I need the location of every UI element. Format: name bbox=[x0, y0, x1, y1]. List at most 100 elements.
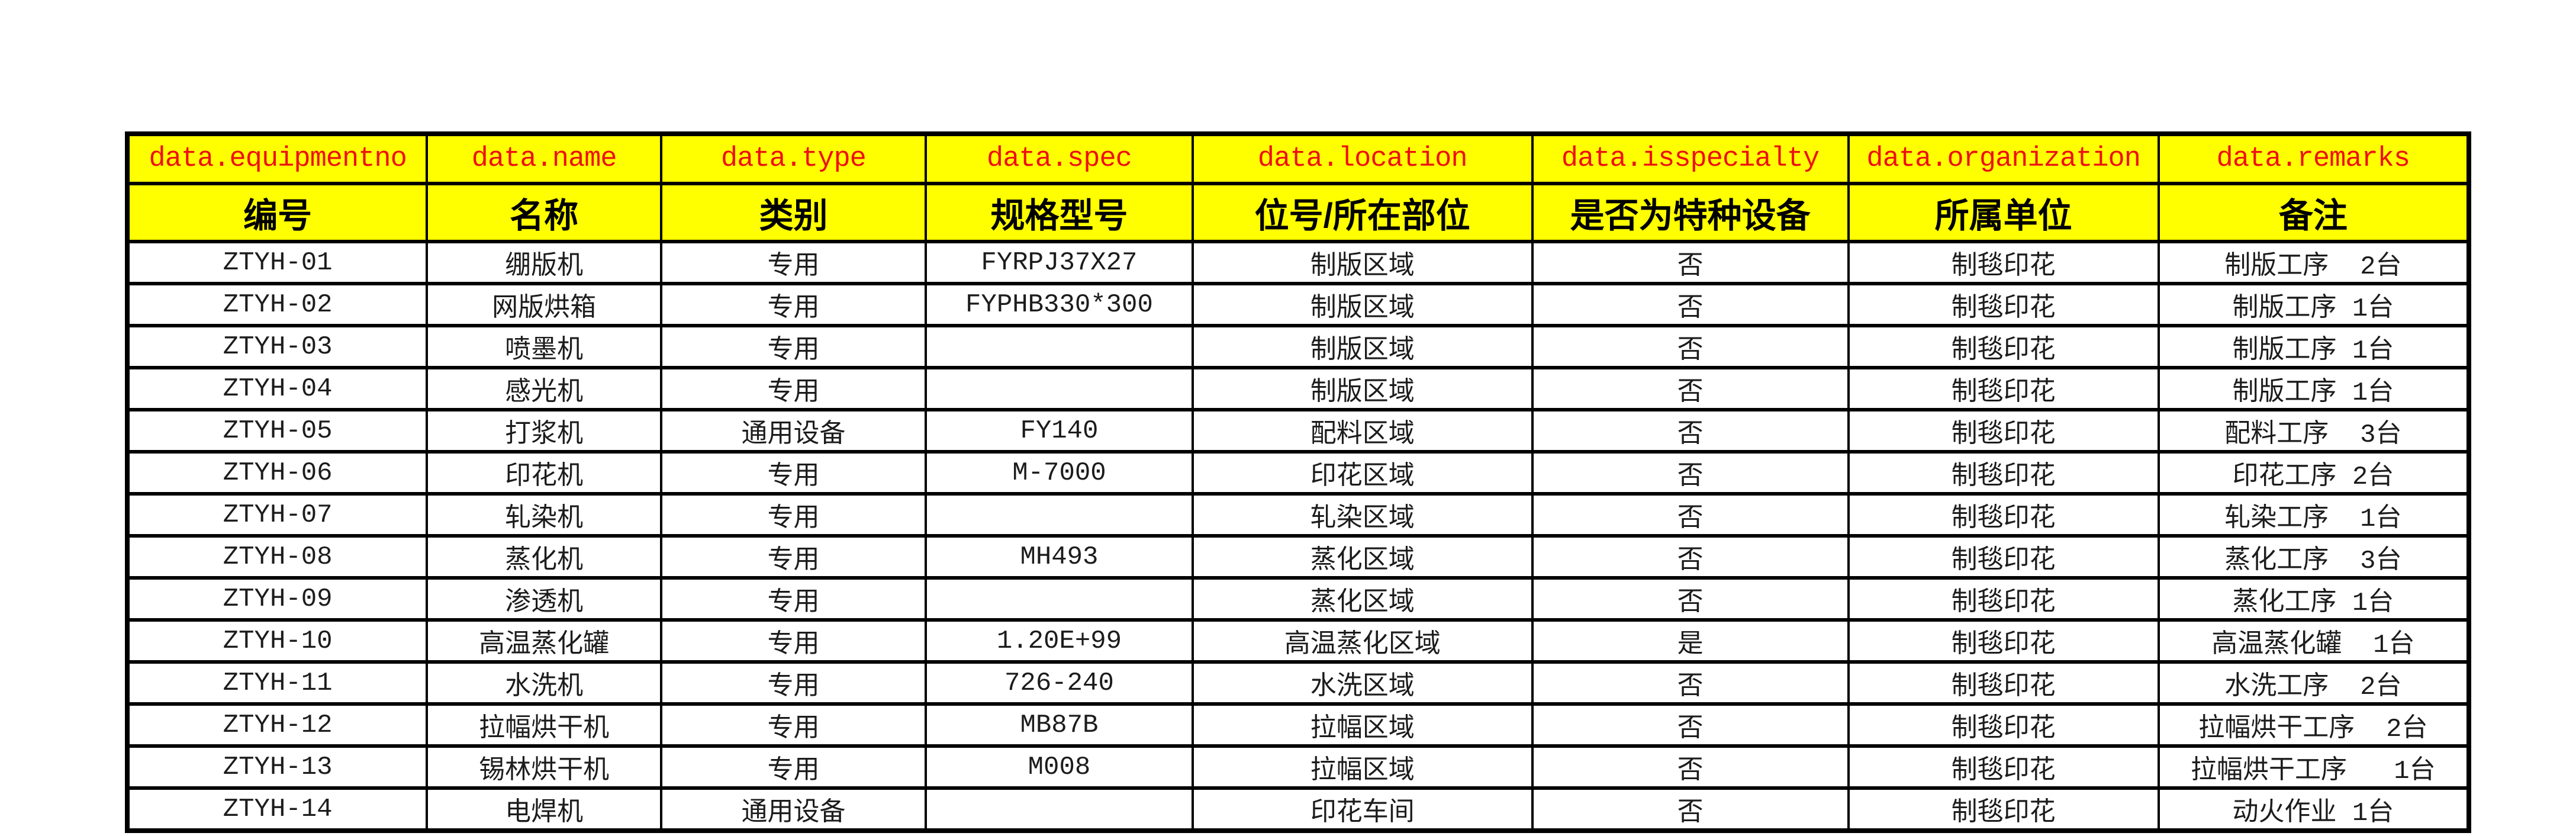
header-key-spec[interactable]: data.spec bbox=[924, 132, 1194, 185]
cell-organization[interactable]: 制毯印花 bbox=[1847, 324, 2160, 369]
cell-type[interactable]: 专用 bbox=[659, 324, 927, 369]
header-label-type[interactable]: 类别 bbox=[659, 182, 927, 243]
cell-type[interactable]: 专用 bbox=[659, 450, 927, 496]
cell-isspecialty[interactable]: 否 bbox=[1531, 660, 1850, 706]
cell-spec[interactable] bbox=[924, 576, 1194, 622]
cell-location[interactable]: 制版区域 bbox=[1191, 366, 1534, 411]
cell-remarks[interactable]: 拉幅烘干工序 1台 bbox=[2157, 744, 2471, 790]
cell-equipmentno[interactable]: ZTYH-12 bbox=[125, 702, 429, 748]
cell-location[interactable]: 蒸化区域 bbox=[1191, 576, 1534, 622]
cell-spec[interactable]: MB87B bbox=[924, 702, 1194, 748]
cell-organization[interactable]: 制毯印花 bbox=[1847, 408, 2160, 454]
cell-spec[interactable]: FY140 bbox=[924, 408, 1194, 454]
cell-remarks[interactable]: 动火作业 1台 bbox=[2157, 786, 2471, 832]
cell-spec[interactable] bbox=[924, 786, 1194, 832]
cell-remarks[interactable]: 拉幅烘干工序 2台 bbox=[2157, 702, 2471, 748]
cell-location[interactable]: 配料区域 bbox=[1191, 408, 1534, 454]
cell-isspecialty[interactable]: 否 bbox=[1531, 576, 1850, 622]
cell-type[interactable]: 专用 bbox=[659, 702, 927, 748]
cell-isspecialty[interactable]: 否 bbox=[1531, 450, 1850, 496]
cell-type[interactable]: 专用 bbox=[659, 744, 927, 790]
cell-spec[interactable]: MH493 bbox=[924, 534, 1194, 580]
cell-equipmentno[interactable]: ZTYH-10 bbox=[125, 618, 429, 664]
cell-isspecialty[interactable]: 否 bbox=[1531, 324, 1850, 369]
cell-type[interactable]: 专用 bbox=[659, 366, 927, 411]
cell-type[interactable]: 专用 bbox=[659, 282, 927, 327]
cell-name[interactable]: 蒸化机 bbox=[426, 534, 662, 580]
cell-equipmentno[interactable]: ZTYH-11 bbox=[125, 660, 429, 706]
cell-name[interactable]: 打浆机 bbox=[426, 408, 662, 454]
cell-isspecialty[interactable]: 否 bbox=[1531, 492, 1850, 538]
cell-name[interactable]: 感光机 bbox=[426, 366, 662, 411]
cell-location[interactable]: 轧染区域 bbox=[1191, 492, 1534, 538]
cell-remarks[interactable]: 水洗工序 2台 bbox=[2157, 660, 2471, 706]
cell-equipmentno[interactable]: ZTYH-03 bbox=[125, 324, 429, 369]
cell-type[interactable]: 专用 bbox=[659, 492, 927, 538]
header-key-organization[interactable]: data.organization bbox=[1847, 132, 2160, 185]
header-key-type[interactable]: data.type bbox=[659, 132, 927, 185]
cell-type[interactable]: 专用 bbox=[659, 618, 927, 664]
cell-remarks[interactable]: 高温蒸化罐 1台 bbox=[2157, 618, 2471, 664]
header-label-location[interactable]: 位号/所在部位 bbox=[1191, 182, 1534, 243]
cell-location[interactable]: 制版区域 bbox=[1191, 240, 1534, 285]
cell-equipmentno[interactable]: ZTYH-04 bbox=[125, 366, 429, 411]
cell-organization[interactable]: 制毯印花 bbox=[1847, 492, 2160, 538]
cell-type[interactable]: 专用 bbox=[659, 534, 927, 580]
cell-organization[interactable]: 制毯印花 bbox=[1847, 240, 2160, 285]
cell-equipmentno[interactable]: ZTYH-02 bbox=[125, 282, 429, 327]
cell-name[interactable]: 网版烘箱 bbox=[426, 282, 662, 327]
cell-name[interactable]: 水洗机 bbox=[426, 660, 662, 706]
cell-remarks[interactable]: 制版工序 1台 bbox=[2157, 282, 2471, 327]
cell-isspecialty[interactable]: 否 bbox=[1531, 702, 1850, 748]
cell-name[interactable]: 拉幅烘干机 bbox=[426, 702, 662, 748]
cell-organization[interactable]: 制毯印花 bbox=[1847, 618, 2160, 664]
cell-equipmentno[interactable]: ZTYH-05 bbox=[125, 408, 429, 454]
cell-isspecialty[interactable]: 否 bbox=[1531, 366, 1850, 411]
cell-location[interactable]: 制版区域 bbox=[1191, 282, 1534, 327]
cell-type[interactable]: 专用 bbox=[659, 576, 927, 622]
cell-type[interactable]: 通用设备 bbox=[659, 786, 927, 832]
cell-equipmentno[interactable]: ZTYH-08 bbox=[125, 534, 429, 580]
cell-remarks[interactable]: 印花工序 2台 bbox=[2157, 450, 2471, 496]
cell-spec[interactable] bbox=[924, 324, 1194, 369]
cell-name[interactable]: 高温蒸化罐 bbox=[426, 618, 662, 664]
cell-spec[interactable]: 726-240 bbox=[924, 660, 1194, 706]
header-label-remarks[interactable]: 备注 bbox=[2157, 182, 2471, 243]
cell-location[interactable]: 印花区域 bbox=[1191, 450, 1534, 496]
cell-organization[interactable]: 制毯印花 bbox=[1847, 576, 2160, 622]
cell-name[interactable]: 印花机 bbox=[426, 450, 662, 496]
cell-location[interactable]: 蒸化区域 bbox=[1191, 534, 1534, 580]
cell-equipmentno[interactable]: ZTYH-01 bbox=[125, 240, 429, 285]
cell-type[interactable]: 专用 bbox=[659, 240, 927, 285]
cell-name[interactable]: 渗透机 bbox=[426, 576, 662, 622]
cell-location[interactable]: 拉幅区域 bbox=[1191, 702, 1534, 748]
cell-equipmentno[interactable]: ZTYH-07 bbox=[125, 492, 429, 538]
cell-name[interactable]: 绷版机 bbox=[426, 240, 662, 285]
cell-equipmentno[interactable]: ZTYH-14 bbox=[125, 786, 429, 832]
cell-remarks[interactable]: 制版工序 1台 bbox=[2157, 366, 2471, 411]
cell-organization[interactable]: 制毯印花 bbox=[1847, 660, 2160, 706]
cell-remarks[interactable]: 轧染工序 1台 bbox=[2157, 492, 2471, 538]
cell-equipmentno[interactable]: ZTYH-06 bbox=[125, 450, 429, 496]
cell-spec[interactable] bbox=[924, 492, 1194, 538]
header-key-location[interactable]: data.location bbox=[1191, 132, 1534, 185]
header-label-isspecialty[interactable]: 是否为特种设备 bbox=[1531, 182, 1850, 243]
cell-name[interactable]: 轧染机 bbox=[426, 492, 662, 538]
cell-isspecialty[interactable]: 否 bbox=[1531, 534, 1850, 580]
cell-spec[interactable]: FYPHB330*300 bbox=[924, 282, 1194, 327]
cell-location[interactable]: 制版区域 bbox=[1191, 324, 1534, 369]
cell-type[interactable]: 通用设备 bbox=[659, 408, 927, 454]
cell-organization[interactable]: 制毯印花 bbox=[1847, 744, 2160, 790]
cell-location[interactable]: 高温蒸化区域 bbox=[1191, 618, 1534, 664]
cell-spec[interactable]: M008 bbox=[924, 744, 1194, 790]
header-label-name[interactable]: 名称 bbox=[426, 182, 662, 243]
cell-equipmentno[interactable]: ZTYH-09 bbox=[125, 576, 429, 622]
header-label-spec[interactable]: 规格型号 bbox=[924, 182, 1194, 243]
header-label-equipmentno[interactable]: 编号 bbox=[125, 182, 429, 243]
cell-name[interactable]: 电焊机 bbox=[426, 786, 662, 832]
cell-name[interactable]: 锡林烘干机 bbox=[426, 744, 662, 790]
cell-remarks[interactable]: 配料工序 3台 bbox=[2157, 408, 2471, 454]
cell-location[interactable]: 印花车间 bbox=[1191, 786, 1534, 832]
cell-organization[interactable]: 制毯印花 bbox=[1847, 702, 2160, 748]
cell-isspecialty[interactable]: 否 bbox=[1531, 282, 1850, 327]
